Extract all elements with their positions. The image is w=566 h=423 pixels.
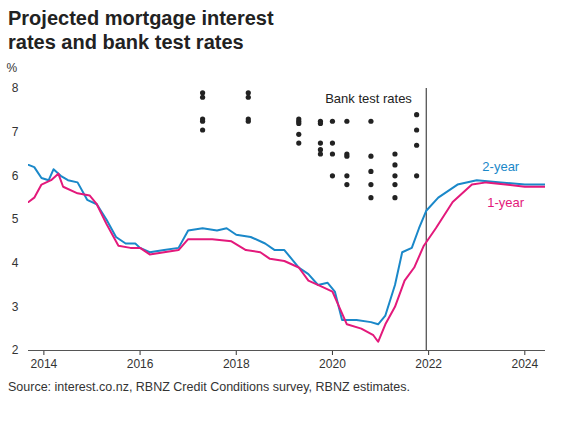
svg-text:6: 6 <box>12 169 19 183</box>
html-text:Projected mortgage interest ra: Projected mortgage interest rates and ba… <box>8 7 274 53</box>
svg-text:1-year: 1-year <box>487 195 525 210</box>
svg-text:4: 4 <box>12 256 19 270</box>
svg-text:2018: 2018 <box>223 357 250 371</box>
svg-text:5: 5 <box>12 212 19 226</box>
svg-text:2: 2 <box>12 343 19 357</box>
html-text:Source: interest.co.nz, RBNZ C: Source: interest.co.nz, RBNZ Credit Cond… <box>8 380 410 394</box>
svg-text:2024: 2024 <box>511 357 538 371</box>
svg-text:8: 8 <box>12 81 19 95</box>
svg-text:%: % <box>7 61 18 75</box>
svg-text:2022: 2022 <box>415 357 442 371</box>
svg-text:2020: 2020 <box>319 357 346 371</box>
svg-text:3: 3 <box>12 300 19 314</box>
svg-text:2-year: 2-year <box>482 159 520 174</box>
svg-text:7: 7 <box>12 125 19 139</box>
svg-text:2016: 2016 <box>127 357 154 371</box>
svg-text:Bank test rates: Bank test rates <box>325 91 412 106</box>
svg-text:2014: 2014 <box>31 357 58 371</box>
